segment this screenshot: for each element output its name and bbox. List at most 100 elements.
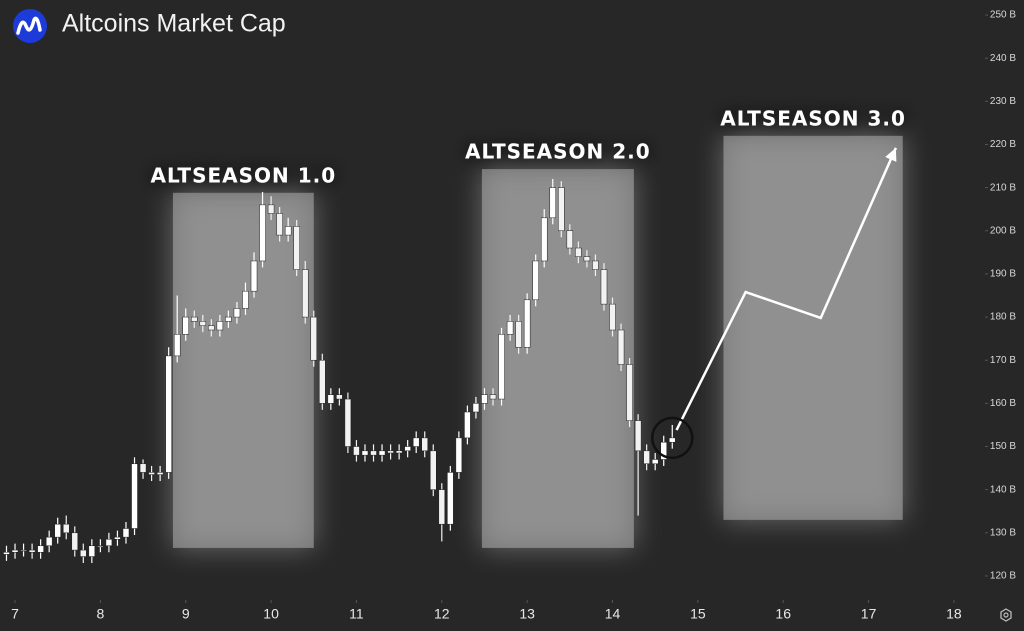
y-tick-label: 160 B	[990, 398, 1016, 409]
candle-body	[156, 472, 164, 475]
candle-body	[37, 545, 44, 553]
y-tick-label: 240 B	[990, 53, 1016, 64]
region-label: ALTSEASON 2.0	[465, 140, 651, 164]
y-tick-label: 120 B	[990, 571, 1016, 582]
candle-body	[430, 450, 437, 490]
candle-body	[464, 411, 471, 439]
logo-circle	[13, 9, 47, 43]
candle-body	[447, 472, 454, 525]
y-tick-label: 190 B	[990, 269, 1016, 280]
candle-body	[139, 463, 147, 473]
region-label: ALTSEASON 3.0	[720, 106, 906, 130]
candles	[3, 178, 676, 564]
settings-hexagon[interactable]	[1000, 608, 1012, 622]
projection-arrowhead	[885, 147, 897, 162]
candle-body	[3, 551, 10, 555]
candle-body	[404, 446, 411, 452]
candle-body	[498, 334, 505, 400]
y-tick-label: 220 B	[990, 139, 1016, 150]
overlay	[651, 147, 898, 460]
chart-title: Altcoins Market Cap	[62, 10, 286, 38]
candle-body	[173, 334, 181, 357]
current-highlight	[651, 416, 694, 460]
candle-body	[336, 394, 343, 400]
candle-body	[250, 260, 258, 292]
candle-body	[540, 217, 548, 262]
candle-body	[310, 316, 318, 361]
x-tick-label: 18	[946, 606, 962, 622]
candle-body	[62, 523, 70, 534]
settings-icon[interactable]	[1000, 608, 1012, 622]
region	[172, 192, 314, 548]
x-tick-label: 7	[11, 606, 19, 622]
candle-body	[216, 321, 224, 331]
candle-body	[669, 437, 676, 443]
candle-body	[344, 398, 352, 447]
y-tick-label: 150 B	[990, 441, 1016, 452]
candle-body	[131, 463, 138, 529]
candle-body	[88, 545, 96, 557]
x-tick-label: 12	[434, 606, 450, 622]
candle-body	[327, 394, 335, 404]
x-tick-label: 9	[182, 606, 190, 622]
candle-body	[284, 226, 292, 236]
x-tick-label: 15	[690, 606, 706, 622]
candle-body	[225, 316, 232, 322]
candle-body	[105, 539, 113, 547]
region-label: ALTSEASON 1.0	[151, 163, 337, 187]
candle-body	[20, 549, 27, 552]
candle-body	[566, 230, 574, 249]
candle-body	[549, 187, 556, 219]
candle-body	[660, 441, 667, 460]
candle-body	[378, 450, 386, 456]
candle-body	[583, 256, 591, 262]
logo-mark	[16, 16, 42, 35]
candle-body	[515, 321, 522, 348]
candle-body	[54, 523, 61, 538]
x-tick-label: 10	[263, 606, 279, 622]
candle-body	[301, 269, 309, 318]
candle-body	[412, 437, 420, 447]
candle-body	[634, 420, 642, 452]
candle-body	[267, 204, 275, 214]
candle-body	[438, 489, 446, 525]
candle-body	[191, 316, 198, 322]
candle-body	[165, 355, 172, 473]
candle-body	[643, 450, 650, 465]
candle-body	[532, 260, 539, 301]
candle-body	[575, 247, 582, 257]
candle-body	[626, 364, 633, 421]
projection-line	[675, 147, 898, 431]
candle-body	[455, 437, 463, 473]
candle-body	[11, 549, 19, 553]
y-tick-label: 170 B	[990, 355, 1016, 366]
candle-body	[233, 308, 241, 318]
settings-dot	[1003, 612, 1009, 618]
candle-body	[361, 450, 369, 456]
x-tick-label: 11	[349, 606, 364, 622]
candle-body	[28, 549, 36, 553]
x-tick-label: 17	[861, 606, 877, 622]
candle-body	[370, 450, 377, 456]
candle-body	[506, 321, 514, 335]
candle-body	[472, 403, 480, 413]
candle-body	[651, 459, 659, 465]
candle-body	[114, 536, 121, 540]
candle-body	[481, 394, 488, 404]
candle-body	[208, 325, 215, 331]
candle-body	[259, 204, 266, 262]
candle-body	[182, 316, 189, 335]
candle-body	[617, 329, 625, 365]
y-tick-label: 200 B	[990, 225, 1016, 236]
candle-body	[353, 446, 360, 456]
x-tick-label: 13	[519, 606, 535, 622]
candle-body	[122, 528, 130, 538]
candle-body	[199, 321, 207, 326]
candle-body	[489, 394, 497, 400]
y-tick-label: 130 B	[990, 527, 1016, 538]
y-tick-label: 140 B	[990, 484, 1016, 495]
candle-body	[395, 450, 403, 454]
candle-body	[97, 545, 104, 548]
